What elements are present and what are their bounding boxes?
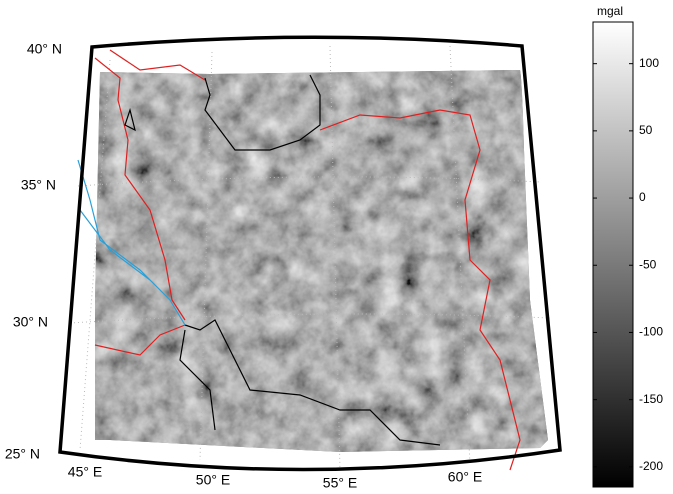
map-figure: 40° N 35° N 30° N 25° N 45° E 50° E 55° E 60° … (0, 0, 673, 494)
colorbar-tick-label: -50 (639, 257, 657, 271)
colorbar-tick-label: 0 (639, 190, 646, 204)
colorbar-ramp (593, 22, 633, 487)
lon-label: 55° E (323, 475, 357, 491)
colorbar-tick-label: -150 (639, 392, 663, 406)
gravity-field (90, 60, 560, 460)
lat-label: 25° N (5, 446, 40, 462)
colorbar-tick-label: -200 (639, 459, 663, 473)
lat-label: 35° N (21, 177, 56, 193)
colorbar-tick-label: 50 (639, 123, 653, 137)
lon-label: 45° E (68, 464, 102, 480)
lat-label: 30° N (13, 314, 48, 330)
colorbar-label: mgal (597, 4, 623, 18)
lon-label: 60° E (448, 469, 482, 485)
colorbar: mgal 100 50 0 -50 -100 -150 -200 (593, 4, 663, 487)
colorbar-tick-label: -100 (639, 325, 663, 339)
lat-label: 40° N (27, 41, 62, 57)
colorbar-tick-label: 100 (639, 56, 659, 70)
latitude-labels: 40° N 35° N 30° N 25° N (5, 41, 62, 462)
lon-label: 50° E (196, 472, 230, 488)
